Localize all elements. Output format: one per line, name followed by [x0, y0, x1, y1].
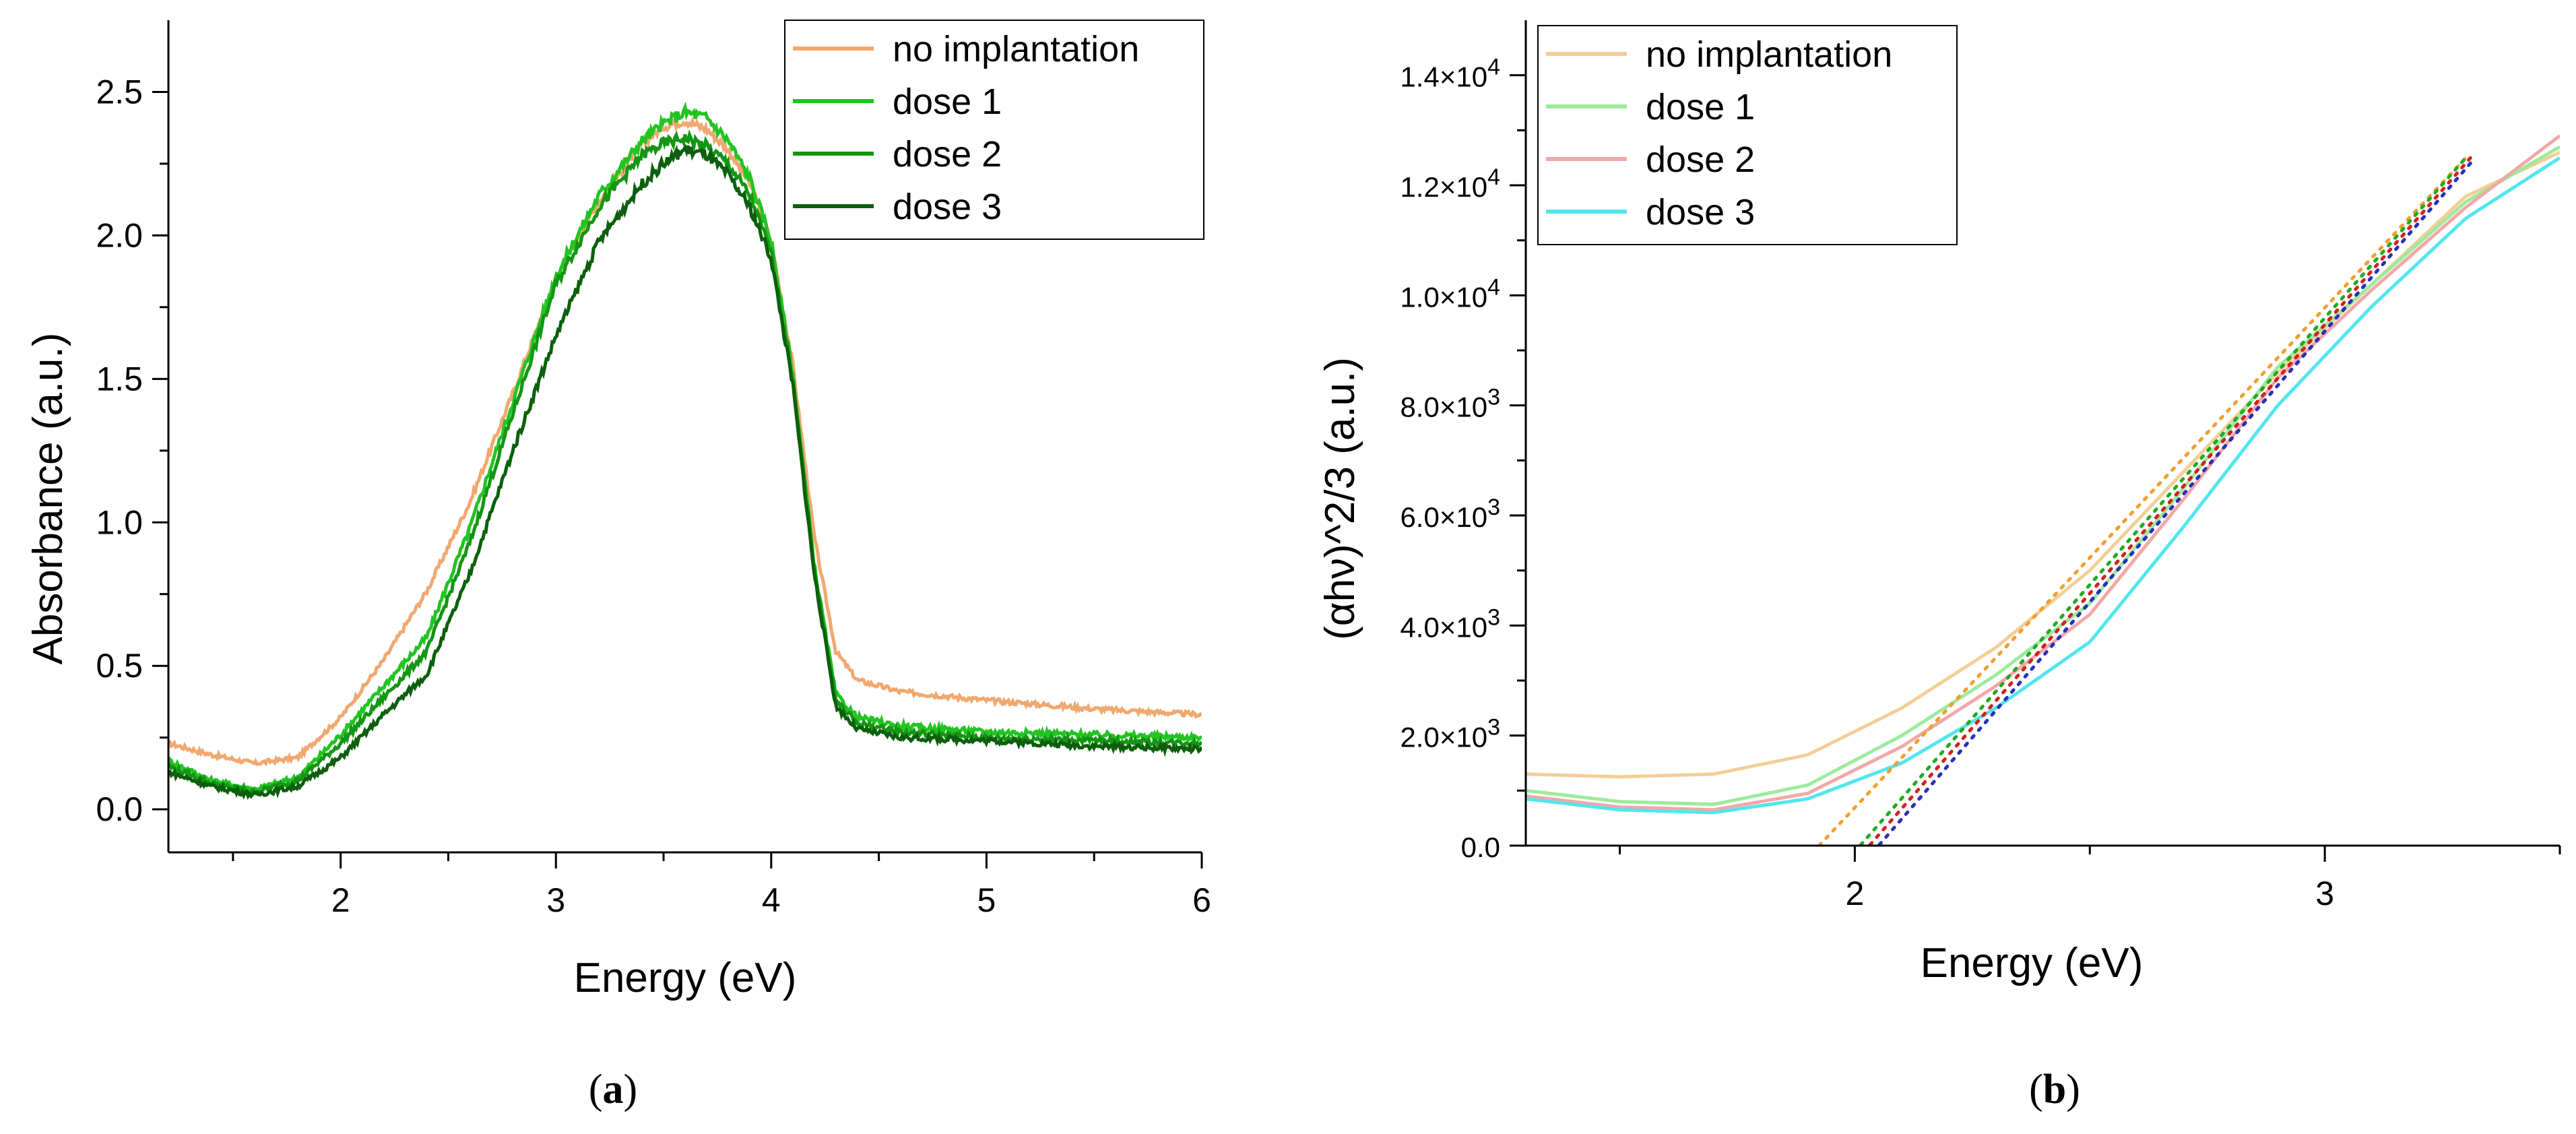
- panel-a-legend: no implantation dose 1 dose 2 dose 3: [784, 20, 1204, 240]
- panel-b-fit-line-no-implantation: [1816, 156, 2468, 846]
- panel-b-fit-lines-group: [1816, 156, 2477, 846]
- panel-a-series-line-dose-1: [168, 101, 1202, 794]
- panel-a-series-group: [168, 101, 1202, 800]
- panel-a-series-line-no-implantation: [168, 113, 1202, 767]
- panel-a-absorbance-chart: 2 3 4 5 6 0.0 0.5 1.0 1.5 2.0 2.5 no implantation d…: [25, 20, 1211, 1112]
- panel-a-caption: (a): [589, 1067, 637, 1112]
- panel-b-series-line-dose-2: [1526, 134, 2560, 812]
- panel-a-x-axis-title: Energy (eV): [574, 955, 797, 1001]
- panel-a-legend-label: no implantation: [893, 29, 1139, 69]
- panel-b-axes: 2 30.02.0×1034.0×1036.0×1038.0×1031.0×104…: [1400, 20, 2561, 912]
- panel-a-y-tick-label: 1.5: [96, 360, 143, 398]
- panel-a-x-tick-label: 6: [1192, 881, 1211, 919]
- panel-b-y-tick-label: 1.0×104: [1400, 274, 1500, 313]
- panel-b-y-tick-exponent: 3: [1487, 495, 1500, 520]
- panel-a-y-tick-label: 2.0: [96, 216, 143, 254]
- panel-a-legend-label: dose 2: [893, 134, 1002, 175]
- panel-a-caption-letter: a: [603, 1067, 624, 1112]
- panel-b-y-tick-label: 1.2×104: [1400, 164, 1500, 203]
- panel-b-y-tick-mantissa: 1.4×10: [1400, 61, 1487, 93]
- panel-a-y-axis-title: Absorbance (a.u.): [25, 333, 71, 665]
- panel-b-fit-line-dose-3: [1876, 156, 2477, 846]
- panel-b-y-tick-label: 8.0×103: [1400, 385, 1500, 423]
- panel-a-x-tick-label: 5: [977, 881, 996, 919]
- panel-b-x-tick-label: 3: [2315, 875, 2334, 912]
- panel-b-x-tick-label: 2: [1846, 875, 1865, 912]
- panel-b-series-line-dose-3: [1526, 156, 2560, 815]
- panel-b-y-tick-label: 1.4×104: [1400, 55, 1500, 93]
- panel-b-caption-letter: b: [2043, 1067, 2066, 1112]
- panel-b-y-tick-mantissa: 8.0×10: [1400, 391, 1487, 423]
- panel-b-y-tick-mantissa: 1.0×10: [1400, 281, 1487, 313]
- panel-a-series-line-dose-3: [168, 144, 1202, 800]
- panel-a-y-tick-label: 0.0: [96, 790, 143, 828]
- panel-b-y-tick-mantissa: 1.2×10: [1400, 171, 1487, 203]
- panel-b-y-tick-exponent: 3: [1487, 385, 1500, 410]
- panel-b-legend-label: no implantation: [1646, 34, 1892, 75]
- panel-b-y-tick-label: 6.0×103: [1400, 495, 1500, 533]
- panel-a-y-tick-label: 0.5: [96, 647, 143, 685]
- panel-a-legend-box: [784, 20, 1204, 240]
- panel-b-y-tick-exponent: 3: [1487, 604, 1500, 630]
- panel-b-y-tick-label: 4.0×103: [1400, 604, 1500, 643]
- panel-b-y-tick-exponent: 3: [1487, 715, 1500, 741]
- panel-a-y-tick-label: 1.0: [96, 503, 143, 541]
- panel-b-y-tick-label: 2.0×103: [1400, 715, 1500, 753]
- panel-a-x-tick-label: 2: [331, 881, 350, 919]
- panel-a-y-tick-label: 2.5: [96, 73, 143, 111]
- panel-a-legend-label: dose 1: [893, 82, 1002, 122]
- panel-b-x-axis-title: Energy (eV): [1921, 940, 2144, 986]
- panel-b-legend: no implantation dose 1 dose 2 dose 3: [1537, 25, 1958, 245]
- panel-b-legend-box: [1537, 25, 1958, 245]
- panel-b-legend-label: dose 3: [1646, 192, 1755, 232]
- panel-b-tauc-plot: 2 30.02.0×1034.0×1036.0×1038.0×1031.0×104…: [1317, 20, 2561, 1112]
- panel-a-legend-label: dose 3: [893, 187, 1002, 227]
- panel-b-y-axis-title: (αhν)^2/3 (a.u.): [1317, 357, 1363, 640]
- panel-b-series-line-dose-1: [1526, 145, 2560, 807]
- panel-b-y-tick-exponent: 4: [1487, 55, 1500, 80]
- panel-b-y-tick-label: 0.0: [1461, 831, 1500, 863]
- panel-b-y-tick-exponent: 4: [1487, 274, 1500, 300]
- panel-b-y-tick-exponent: 4: [1487, 164, 1500, 190]
- panel-b-legend-label: dose 1: [1646, 87, 1755, 127]
- panel-b-y-tick-mantissa: 2.0×10: [1400, 722, 1487, 753]
- panel-b-fit-line-dose-1: [1857, 156, 2468, 846]
- panel-a-x-tick-label: 4: [762, 881, 781, 919]
- panel-b-legend-label: dose 2: [1646, 139, 1755, 180]
- panel-a-x-tick-label: 3: [546, 881, 565, 919]
- panel-b-fit-line-dose-2: [1867, 156, 2472, 846]
- panel-b-y-tick-mantissa: 4.0×10: [1400, 611, 1487, 643]
- panel-b-caption: (b): [2029, 1067, 2080, 1112]
- panel-b-y-tick-mantissa: 0.0: [1461, 831, 1500, 863]
- panel-a-axes: 2 3 4 5 6 0.0 0.5 1.0 1.5 2.0 2.5: [96, 20, 1211, 919]
- panel-b-y-tick-mantissa: 6.0×10: [1400, 501, 1487, 533]
- panel-b-series-line-no-implantation: [1526, 150, 2560, 779]
